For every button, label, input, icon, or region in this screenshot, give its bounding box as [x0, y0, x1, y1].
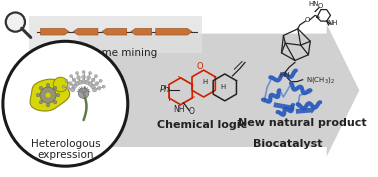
Polygon shape — [131, 28, 152, 35]
Text: O: O — [188, 107, 194, 116]
Circle shape — [68, 82, 72, 85]
Circle shape — [74, 82, 79, 86]
Text: O: O — [197, 62, 203, 71]
Text: New natural product: New natural product — [238, 118, 367, 128]
Circle shape — [92, 87, 97, 92]
Text: O: O — [317, 3, 322, 9]
Text: Heterologous
expression: Heterologous expression — [31, 139, 100, 160]
Circle shape — [91, 78, 95, 82]
Polygon shape — [30, 79, 70, 111]
Circle shape — [6, 12, 25, 32]
Circle shape — [72, 78, 76, 82]
Text: Ph: Ph — [160, 85, 170, 94]
Polygon shape — [102, 28, 127, 35]
Polygon shape — [73, 28, 98, 35]
Circle shape — [94, 75, 98, 78]
Circle shape — [56, 93, 60, 97]
Circle shape — [82, 75, 85, 79]
Circle shape — [53, 77, 68, 92]
Circle shape — [70, 87, 75, 92]
Circle shape — [45, 93, 51, 98]
Polygon shape — [296, 106, 315, 114]
FancyBboxPatch shape — [29, 16, 202, 53]
Text: Genome mining: Genome mining — [74, 48, 157, 58]
Circle shape — [46, 83, 50, 87]
Circle shape — [46, 103, 50, 107]
Circle shape — [78, 88, 89, 98]
Circle shape — [53, 100, 57, 104]
Circle shape — [66, 86, 70, 90]
Text: Chemical logic: Chemical logic — [157, 120, 247, 130]
Circle shape — [82, 70, 85, 74]
Circle shape — [72, 84, 77, 89]
Circle shape — [77, 76, 81, 79]
Circle shape — [88, 72, 91, 75]
Circle shape — [95, 82, 99, 85]
Polygon shape — [156, 28, 192, 35]
Circle shape — [87, 76, 91, 79]
Text: H: H — [220, 84, 226, 90]
Circle shape — [91, 84, 95, 89]
Circle shape — [99, 79, 102, 82]
Circle shape — [62, 85, 65, 88]
Circle shape — [40, 87, 56, 103]
Polygon shape — [40, 28, 69, 35]
Polygon shape — [79, 24, 359, 157]
Circle shape — [78, 80, 82, 84]
Circle shape — [53, 86, 57, 90]
Text: H: H — [202, 79, 207, 85]
Text: NH: NH — [327, 20, 338, 26]
Polygon shape — [273, 102, 294, 112]
Circle shape — [70, 75, 73, 78]
Circle shape — [88, 82, 93, 86]
Circle shape — [39, 86, 43, 90]
Circle shape — [97, 86, 101, 90]
Circle shape — [3, 41, 128, 166]
Text: O: O — [305, 17, 310, 23]
Circle shape — [39, 100, 43, 104]
Text: NH: NH — [173, 105, 184, 114]
Text: Biocatalyst: Biocatalyst — [254, 139, 323, 149]
Text: $\mathregular{N(CH_3)_2}$: $\mathregular{N(CH_3)_2}$ — [307, 75, 335, 85]
Circle shape — [65, 79, 68, 82]
Text: HN: HN — [279, 72, 290, 78]
Circle shape — [102, 85, 105, 88]
Text: HN: HN — [308, 1, 318, 7]
Circle shape — [76, 72, 79, 75]
Circle shape — [36, 93, 40, 97]
Circle shape — [85, 80, 90, 84]
Circle shape — [81, 79, 86, 84]
